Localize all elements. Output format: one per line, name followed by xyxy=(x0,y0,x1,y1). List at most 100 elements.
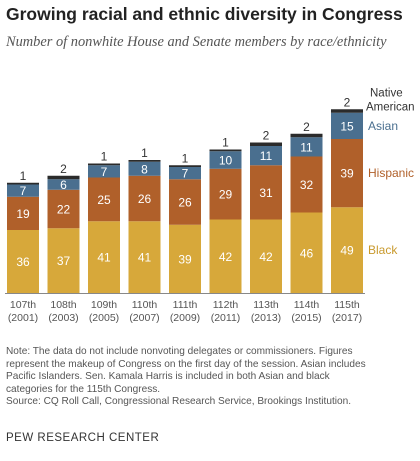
data-label-asian: 7 xyxy=(182,167,189,181)
brand-footer: PEW RESEARCH CENTER xyxy=(6,432,160,444)
data-label-native-american: 1 xyxy=(141,146,148,160)
bar-hispanic xyxy=(47,189,80,229)
x-tick-label: (2013) xyxy=(251,312,281,324)
data-label-native-american: 1 xyxy=(20,169,27,183)
x-tick-label: (2017) xyxy=(332,312,362,324)
x-tick-label: (2011) xyxy=(211,312,241,324)
data-label-native-american: 2 xyxy=(303,120,310,134)
data-label-hispanic: 39 xyxy=(340,167,354,181)
data-label-black: 42 xyxy=(219,250,233,264)
data-label-asian: 8 xyxy=(141,162,148,176)
note-line: represent the makeup of Congress on the … xyxy=(6,358,366,370)
data-label-native-american: 1 xyxy=(101,150,108,164)
x-tick-label: 107th xyxy=(10,299,36,311)
bar-black xyxy=(128,221,161,293)
bar-hispanic xyxy=(331,139,363,208)
legend-asian: Asian xyxy=(368,119,398,133)
bar-asian xyxy=(169,167,201,180)
data-label-asian: 11 xyxy=(300,140,313,154)
bar-native-american xyxy=(290,133,323,138)
bar-native-american xyxy=(331,109,363,113)
data-label-black: 36 xyxy=(16,255,30,269)
x-tick-label: 110th xyxy=(132,299,158,311)
bar-asian xyxy=(250,146,282,166)
chart-subtitle: Number of nonwhite House and Senate memb… xyxy=(6,34,387,50)
note-line: Note: The data do not include nonvoting … xyxy=(6,346,353,357)
bar-black xyxy=(209,219,242,293)
bar-asian xyxy=(47,179,80,190)
data-label-native-american: 2 xyxy=(344,95,351,109)
data-label-black: 49 xyxy=(340,244,354,258)
data-label-hispanic: 31 xyxy=(259,186,273,200)
data-label-hispanic: 19 xyxy=(16,207,30,221)
bar-asian xyxy=(209,151,242,169)
data-label-black: 41 xyxy=(138,251,152,265)
data-label-asian: 7 xyxy=(20,184,27,198)
data-label-native-american: 2 xyxy=(60,162,67,176)
bar-native-american xyxy=(209,149,242,152)
data-label-black: 46 xyxy=(300,246,314,260)
x-tick-label: 115th xyxy=(334,299,360,311)
bar-black xyxy=(290,212,323,293)
bar-asian xyxy=(88,165,120,178)
x-tick-label: (2003) xyxy=(48,312,78,324)
bar-native-american xyxy=(250,142,282,146)
bar-hispanic xyxy=(88,177,120,222)
x-tick-label: 108th xyxy=(50,299,76,311)
data-label-black: 41 xyxy=(97,251,111,265)
data-label-hispanic: 32 xyxy=(300,178,314,192)
chart-notes: Note: The data do not include nonvoting … xyxy=(6,346,416,409)
bar-black xyxy=(47,228,80,293)
data-label-hispanic: 25 xyxy=(97,193,111,207)
note-line: categories for the 115th Congress. xyxy=(6,383,161,395)
bar-hispanic xyxy=(128,175,161,222)
data-label-black: 42 xyxy=(259,250,273,264)
legend-native-american: American xyxy=(366,101,415,113)
bar-asian xyxy=(128,161,161,176)
chart-title: Growing racial and ethnic diversity in C… xyxy=(6,4,403,24)
data-label-asian: 15 xyxy=(340,119,354,133)
bar-native-american xyxy=(88,163,120,166)
bar-black xyxy=(88,221,120,293)
bar-asian xyxy=(7,184,39,197)
x-tick-label: (2009) xyxy=(170,312,200,324)
data-label-native-american: 1 xyxy=(222,136,229,150)
bar-hispanic xyxy=(7,196,39,230)
data-label-black: 39 xyxy=(178,252,192,266)
bar-hispanic xyxy=(209,168,242,220)
bar-asian xyxy=(331,112,363,139)
x-tick-label: (2005) xyxy=(89,312,119,324)
legend-native-american: Native xyxy=(370,87,403,99)
note-line: Pacific Islanders. Sen. Kamala Harris is… xyxy=(6,371,330,383)
data-label-asian: 6 xyxy=(60,178,67,192)
bar-black xyxy=(331,207,363,293)
legend-black: Black xyxy=(368,243,398,257)
x-tick-label: 114th xyxy=(294,299,320,311)
x-tick-label: 109th xyxy=(91,299,117,311)
bar-native-american xyxy=(169,165,201,167)
bar-native-american xyxy=(7,182,39,185)
bar-black xyxy=(7,230,39,293)
bar-hispanic xyxy=(169,179,201,225)
x-tick-label: (2015) xyxy=(291,312,321,324)
bar-hispanic xyxy=(290,156,323,213)
data-label-native-american: 2 xyxy=(263,129,270,143)
bar-hispanic xyxy=(250,165,282,220)
data-label-asian: 11 xyxy=(260,149,273,163)
bar-native-american xyxy=(128,160,161,162)
data-label-hispanic: 26 xyxy=(178,196,192,210)
x-tick-label: 113th xyxy=(253,299,279,311)
legend-hispanic: Hispanic xyxy=(368,166,414,180)
x-tick-label: (2001) xyxy=(8,312,38,324)
source-line: Source: CQ Roll Call, Congressional Rese… xyxy=(6,396,352,408)
data-label-hispanic: 22 xyxy=(57,203,71,217)
bar-native-american xyxy=(47,175,80,180)
stacked-bar-chart: 361971107th(2001)372262108th(2003)412571… xyxy=(5,87,415,324)
x-tick-label: (2007) xyxy=(129,312,159,324)
bar-black xyxy=(250,219,282,293)
data-label-native-american: 1 xyxy=(182,151,189,165)
x-tick-label: 111th xyxy=(173,299,198,311)
data-label-asian: 7 xyxy=(101,165,108,179)
bar-asian xyxy=(290,137,323,157)
data-label-hispanic: 29 xyxy=(219,188,233,202)
